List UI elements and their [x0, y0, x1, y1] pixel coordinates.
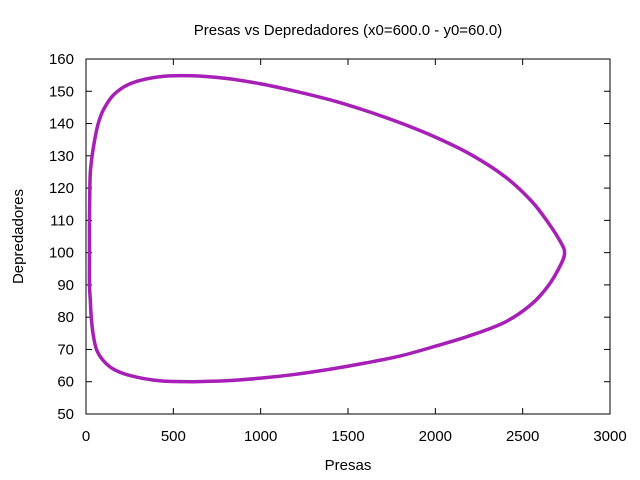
x-axis-label: Presas	[325, 457, 372, 474]
ticks-layer: 0 500 1000 1500 2000 2500 3000 50 60 70 80 90 100 110…	[49, 51, 627, 445]
y-tick-label: 90	[57, 277, 74, 294]
x-tick-label: 1500	[331, 428, 364, 445]
chart-title: Presas vs Depredadores (x0=600.0 - y0=60…	[194, 22, 503, 39]
x-tick-label: 2500	[506, 428, 539, 445]
labels-layer: Presas vs Depredadores (x0=600.0 - y0=60…	[10, 22, 502, 474]
y-tick-label: 150	[49, 83, 74, 100]
x-tick-label: 500	[161, 428, 186, 445]
y-tick-label: 60	[57, 374, 74, 391]
y-tick-label: 80	[57, 309, 74, 326]
series-layer	[87, 73, 567, 384]
y-tick-label: 160	[49, 51, 74, 68]
y-tick-label: 140	[49, 116, 74, 133]
x-tick-label: 0	[82, 428, 90, 445]
plot-area-border	[85, 58, 611, 415]
y-tick-label: 110	[50, 212, 74, 229]
y-tick-label: 70	[57, 341, 74, 358]
x-tick-label: 3000	[593, 428, 626, 445]
x-tick-label: 1000	[244, 428, 277, 445]
y-axis-label: Depredadores	[10, 189, 27, 284]
series-line-0	[87, 73, 567, 384]
y-tick-label: 130	[49, 148, 74, 165]
x-tick-label: 2000	[419, 428, 452, 445]
y-tick-label: 50	[57, 406, 74, 423]
y-tick-label: 120	[49, 180, 74, 197]
y-tick-label: 100	[49, 245, 74, 262]
